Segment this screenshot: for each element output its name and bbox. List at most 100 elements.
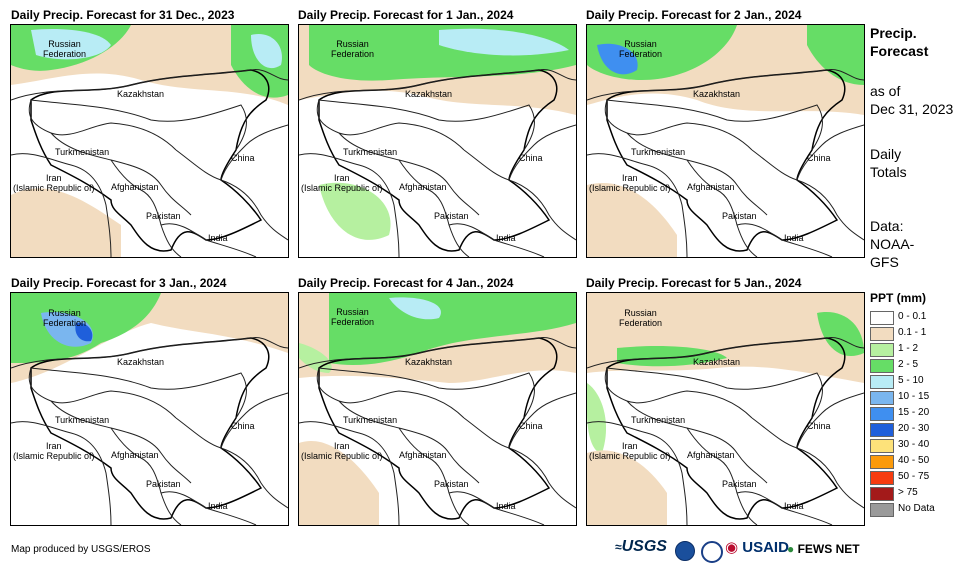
country-label-russia: Russian Federation <box>619 39 662 59</box>
legend-swatch <box>870 423 894 437</box>
usgs-logo: ≈USGS <box>615 538 667 555</box>
country-border <box>50 400 192 484</box>
country-border <box>736 491 833 525</box>
precip-area <box>211 293 288 315</box>
side-data-line2: NOAA- <box>870 236 915 252</box>
country-border <box>398 427 470 525</box>
side-title-line1: Precip. <box>870 25 917 41</box>
country-label-pakistan: Pakistan <box>146 479 181 489</box>
precip-map-svg <box>11 293 288 525</box>
precip-area <box>75 322 93 342</box>
country-label-india: India <box>496 233 516 243</box>
country-border <box>338 132 480 216</box>
country-label-pakistan: Pakistan <box>722 211 757 221</box>
legend-label: > 75 <box>898 487 918 498</box>
precip-map-svg <box>299 25 576 257</box>
country-label-pakistan: Pakistan <box>722 479 757 489</box>
country-border <box>463 149 576 241</box>
country-label-iran: Iran (Islamic Republic of) <box>589 173 671 193</box>
precip-map-svg <box>587 293 864 525</box>
country-border <box>30 99 247 151</box>
precip-area <box>617 346 727 367</box>
side-title-line2: Forecast <box>870 43 929 59</box>
country-label-pakistan: Pakistan <box>434 211 469 221</box>
legend-swatch <box>870 343 894 357</box>
fews-logo-text: FEWS NET <box>797 542 860 556</box>
country-border <box>587 337 864 369</box>
country-border <box>11 69 288 101</box>
legend-label: 5 - 10 <box>898 375 924 386</box>
country-label-iran: Iran (Islamic Republic of) <box>13 441 95 461</box>
forecast-map: Russian Federation Kazakhstan Turkmenistan I… <box>298 24 577 258</box>
country-label-india: India <box>208 501 228 511</box>
legend-swatch <box>870 407 894 421</box>
country-border <box>587 69 864 101</box>
legend-swatch <box>870 487 894 501</box>
country-label-china: China <box>519 153 543 163</box>
country-label-line: Federation <box>619 49 663 59</box>
country-label-turkmenistan: Turkmenistan <box>631 415 686 425</box>
country-border <box>220 124 288 181</box>
country-border <box>299 337 576 369</box>
country-border <box>316 99 465 151</box>
country-label-line: Federation <box>331 49 375 59</box>
country-border <box>299 69 576 101</box>
country-label-kazakhstan: Kazakhstan <box>117 89 165 99</box>
forecast-map: Russian Federation Kazakhstan Turkmenistan I… <box>586 292 865 526</box>
country-border <box>796 124 864 181</box>
country-border <box>318 367 535 419</box>
precip-map-svg <box>299 293 576 525</box>
country-label-line: Russian <box>48 39 81 49</box>
side-asof: as of Dec 31, 2023 <box>870 82 953 118</box>
country-border <box>299 153 400 257</box>
precip-area <box>587 183 677 257</box>
footer-credit: Map produced by USGS/EROS <box>11 544 151 555</box>
country-label-kazakhstan: Kazakhstan <box>693 89 741 99</box>
country-border <box>604 367 753 419</box>
country-border <box>220 392 288 449</box>
country-label-line: Iran <box>622 173 638 183</box>
legend-label: 50 - 75 <box>898 471 930 482</box>
side-data: Data: NOAA- GFS <box>870 217 914 271</box>
legend-swatch <box>870 359 894 373</box>
country-label-china: China <box>231 421 255 431</box>
panel-title: Daily Precip. Forecast for 5 Jan., 2024 <box>586 276 802 290</box>
country-label-line: (Islamic Republic of) <box>589 183 671 193</box>
country-border <box>110 427 182 525</box>
side-asof-line1: as of <box>870 83 901 99</box>
country-border <box>604 99 753 151</box>
country-label-turkmenistan: Turkmenistan <box>55 415 110 425</box>
country-border <box>796 392 864 449</box>
country-label-line: (Islamic Republic of) <box>589 451 671 461</box>
precip-area <box>389 297 441 320</box>
country-border <box>30 367 247 419</box>
noaa-logo <box>675 541 695 561</box>
country-label-line: (Islamic Republic of) <box>301 451 383 461</box>
legend-label: 2 - 5 <box>898 359 919 370</box>
side-data-line1: Data: <box>870 218 904 234</box>
precip-area <box>329 293 576 365</box>
forecast-map: Russian Federation Kazakhstan Turkmenistan I… <box>586 24 865 258</box>
precip-area <box>597 43 638 75</box>
country-border <box>398 159 470 257</box>
precip-area <box>587 450 667 525</box>
legend-swatch <box>870 375 894 389</box>
country-label-line: Iran <box>334 441 350 451</box>
country-label-line: Russian <box>624 308 657 318</box>
legend-label: 20 - 30 <box>898 423 930 434</box>
country-border <box>751 417 864 509</box>
usaid-logo-text: USAID <box>742 539 789 556</box>
country-label-kazakhstan: Kazakhstan <box>405 89 453 99</box>
precip-area <box>11 188 121 257</box>
country-label-line: Russian <box>48 308 81 318</box>
country-label-russia: Russian Federation <box>43 39 86 59</box>
legend-label: 10 - 15 <box>898 391 930 402</box>
country-border <box>587 153 688 257</box>
side-totals-line2: Totals <box>870 164 907 180</box>
country-border <box>686 427 758 525</box>
fews-logo: ● FEWS NET <box>787 542 860 556</box>
country-label-line: Iran <box>622 441 638 451</box>
country-label-russia: Russian Federation <box>331 39 374 59</box>
legend-label: 30 - 40 <box>898 439 930 450</box>
country-label-pakistan: Pakistan <box>434 479 469 489</box>
